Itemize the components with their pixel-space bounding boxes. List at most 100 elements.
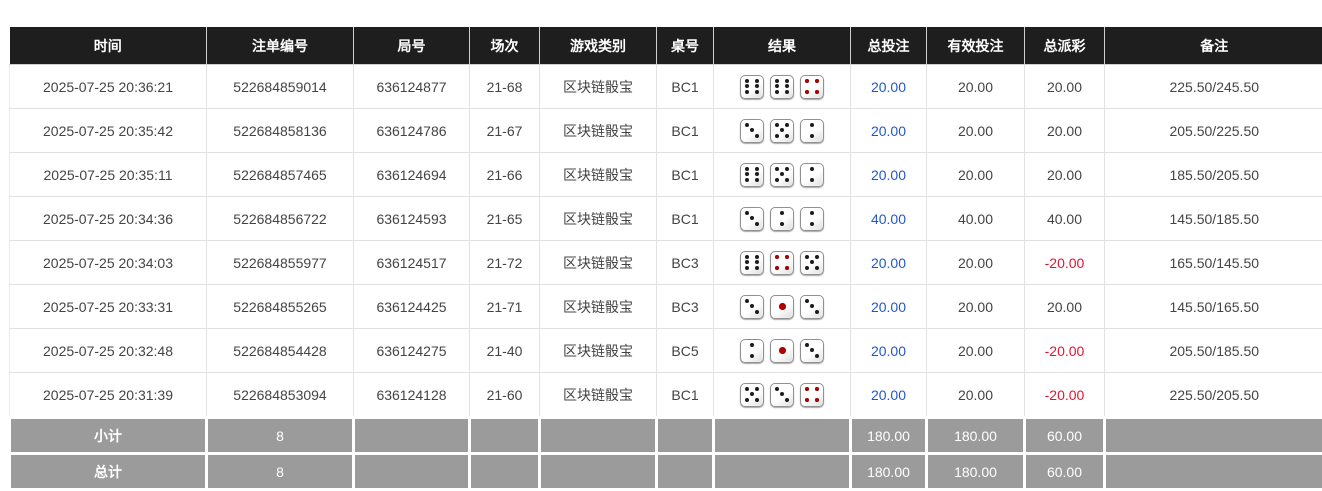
- die-pip-empty: [815, 348, 819, 352]
- die-pip-empty: [815, 123, 819, 127]
- cell-table_id: BC5: [657, 329, 714, 373]
- cell-valid_bet: 20.00: [927, 65, 1025, 109]
- cell-game_type: 区块链骰宝: [540, 109, 657, 153]
- die-pip-empty: [775, 128, 779, 132]
- die-pip: [755, 387, 759, 391]
- die-pip-empty: [785, 222, 789, 226]
- die-icon-2: [800, 163, 824, 187]
- die-pip-empty: [775, 216, 779, 220]
- total-bet-link[interactable]: 40.00: [871, 211, 906, 227]
- die-pip-empty: [786, 310, 790, 314]
- total-bet-link[interactable]: 20.00: [871, 123, 906, 139]
- cell-session: 21-40: [470, 329, 540, 373]
- die-pip-empty: [745, 304, 749, 308]
- die-pip-empty: [815, 260, 819, 264]
- die-pip-empty: [780, 84, 784, 88]
- die-pip: [750, 354, 754, 358]
- cell-valid_bet: 40.00: [927, 197, 1025, 241]
- die-pip-empty: [774, 354, 778, 358]
- cell-total_bet: 20.00: [851, 373, 927, 418]
- die-pip-empty: [815, 172, 819, 176]
- die-pip: [780, 211, 784, 215]
- die-icon-1: [770, 339, 794, 363]
- total-bet-link[interactable]: 20.00: [871, 255, 906, 271]
- die-pip-empty: [810, 90, 814, 94]
- cell-game_type: 区块链骰宝: [540, 153, 657, 197]
- die-pip-empty: [755, 343, 759, 347]
- die-pip: [755, 79, 759, 83]
- subtotal-row-cell-valid_bet: 180.00: [927, 418, 1025, 454]
- die-pip-empty: [805, 128, 809, 132]
- cell-result: [714, 109, 851, 153]
- die-pip: [750, 128, 754, 132]
- cell-total_bet: 20.00: [851, 329, 927, 373]
- cell-round_id: 636124128: [354, 373, 470, 418]
- subtotal-row-cell-bet_id: 8: [207, 418, 354, 454]
- bet-history-panel: 时间注单编号局号场次游戏类别桌号结果总投注有效投注总派彩备注 2025-07-2…: [8, 27, 1322, 491]
- cell-round_id: 636124517: [354, 241, 470, 285]
- die-pip-empty: [815, 304, 819, 308]
- die-icon-3: [740, 207, 764, 231]
- die-pip: [775, 134, 779, 138]
- die-pip: [775, 167, 779, 171]
- cell-total_payout: 40.00: [1025, 197, 1105, 241]
- die-pip-empty: [755, 128, 759, 132]
- die-pip: [805, 266, 809, 270]
- die-pip-empty: [780, 398, 784, 402]
- cell-remark: 225.50/245.50: [1105, 65, 1322, 109]
- die-pip: [815, 90, 819, 94]
- die-pip: [775, 255, 779, 259]
- die-pip-empty: [755, 348, 759, 352]
- die-pip-empty: [810, 84, 814, 88]
- total-bet-link[interactable]: 20.00: [871, 387, 906, 403]
- die-pip: [745, 387, 749, 391]
- die-pip-empty: [774, 299, 778, 303]
- die-pip-empty: [780, 354, 784, 358]
- die-pip-empty: [780, 255, 784, 259]
- total-bet-link[interactable]: 20.00: [871, 167, 906, 183]
- die-pip-empty: [815, 178, 819, 182]
- column-header-table_id: 桌号: [657, 27, 714, 65]
- cell-session: 21-65: [470, 197, 540, 241]
- die-pip-empty: [810, 343, 814, 347]
- die-pip-empty: [815, 211, 819, 215]
- die-pip: [785, 134, 789, 138]
- die-pip: [775, 84, 779, 88]
- die-pip-empty: [785, 387, 789, 391]
- die-pip: [755, 398, 759, 402]
- cell-total_payout: 20.00: [1025, 109, 1105, 153]
- total-bet-link[interactable]: 20.00: [871, 299, 906, 315]
- die-pip-empty: [775, 172, 779, 176]
- cell-valid_bet: 20.00: [927, 329, 1025, 373]
- cell-session: 21-66: [470, 153, 540, 197]
- column-header-round_id: 局号: [354, 27, 470, 65]
- die-icon-5: [770, 163, 794, 187]
- die-pip: [775, 123, 779, 127]
- total-bet-link[interactable]: 20.00: [871, 79, 906, 95]
- cell-table_id: BC1: [657, 65, 714, 109]
- die-pip: [750, 343, 754, 347]
- die-pip: [755, 134, 759, 138]
- die-pip-empty: [805, 392, 809, 396]
- die-pip: [775, 178, 779, 182]
- total-bet-link[interactable]: 20.00: [871, 343, 906, 359]
- column-header-result: 结果: [714, 27, 851, 65]
- die-pip: [745, 260, 749, 264]
- die-pip: [805, 387, 809, 391]
- die-pip-empty: [750, 178, 754, 182]
- cell-game_type: 区块链骰宝: [540, 197, 657, 241]
- cell-result: [714, 285, 851, 329]
- cell-game_type: 区块链骰宝: [540, 373, 657, 418]
- die-pip: [785, 398, 789, 402]
- cell-remark: 205.50/185.50: [1105, 329, 1322, 373]
- die-pip: [755, 260, 759, 264]
- cell-result: [714, 329, 851, 373]
- die-pip-empty: [786, 349, 790, 353]
- die-pip-empty: [810, 128, 814, 132]
- cell-result: [714, 153, 851, 197]
- die-icon-6: [770, 75, 794, 99]
- die-pip: [745, 398, 749, 402]
